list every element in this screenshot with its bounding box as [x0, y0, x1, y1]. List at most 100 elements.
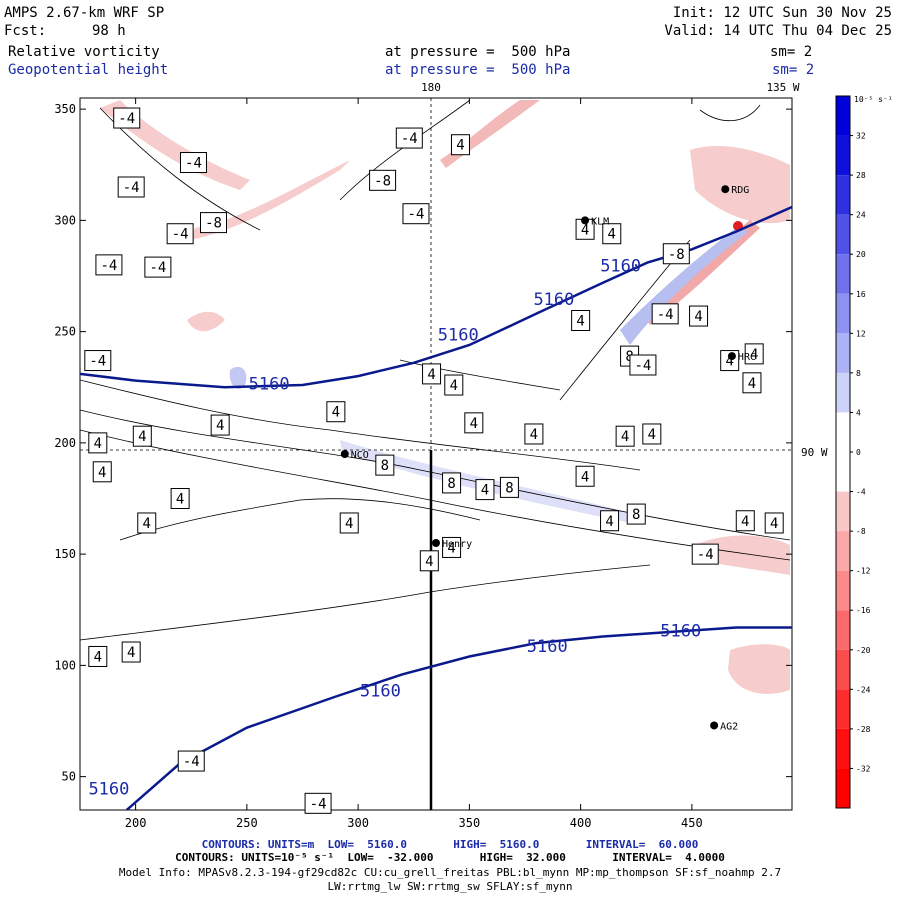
vorticity-label: -4: [144, 256, 172, 278]
vorticity-label-box: [84, 350, 112, 372]
vorticity-label-box: [210, 414, 230, 436]
shade-neg-ne: [690, 145, 790, 224]
vorticity-label: 4: [524, 423, 544, 445]
vorticity-label: -4: [95, 254, 123, 276]
vorticity-label-box: [499, 476, 519, 498]
vorticity-label-text: 4: [98, 465, 106, 481]
vorticity-label-box: [137, 512, 157, 534]
x-tick-label: 200: [125, 816, 147, 830]
vorticity-label-text: -4: [172, 227, 189, 243]
vorticity-label: 4: [132, 425, 152, 447]
vorticity-label-box: [177, 750, 205, 772]
pressure-height: at pressure = 500 hPa: [385, 62, 571, 78]
meridians: [80, 98, 792, 810]
vorticity-label-text: 4: [138, 429, 146, 445]
vorticity-label: -4: [84, 350, 112, 372]
colorbar-segment: [836, 728, 850, 769]
height-label: 5160: [438, 326, 479, 346]
vorticity-label: -4: [179, 152, 207, 174]
vorticity-label: 4: [419, 550, 439, 572]
colorbar-tick-label: 16: [856, 290, 866, 299]
y-tick-label: 250: [54, 325, 76, 339]
colorbar-segment: [836, 570, 850, 611]
vorticity-label: -4: [166, 223, 194, 245]
vorticity-label-text: -8: [374, 173, 391, 189]
vorticity-label: -4: [117, 176, 145, 198]
vorticity-label-text: -4: [310, 796, 327, 812]
vorticity-label-box: [742, 372, 762, 394]
y-tick-label: 150: [54, 547, 76, 561]
vorticity-label-box: [419, 550, 439, 572]
vorticity-label-box: [444, 374, 464, 396]
vorticity-label-text: 4: [750, 347, 758, 363]
smoothing-vorticity: sm= 2: [770, 44, 813, 60]
vorticity-label-text: 4: [456, 138, 464, 154]
vorticity-label-box: [691, 543, 719, 565]
x-tick-label: 350: [459, 816, 481, 830]
colorbar: 10⁻⁵ s⁻¹ 32 28 24 20 16 12 8 4 0 -4 -8 -12 -16 -20 -24 -…: [835, 95, 893, 809]
height-label: 5160: [533, 290, 574, 310]
vorticity-label-text: 4: [450, 378, 458, 394]
vorticity-label: 8: [626, 503, 646, 525]
meridian-label-90w: 90 W: [801, 446, 828, 459]
vorticity-label: 4: [571, 310, 591, 331]
height-labels: 5160 5160 5160 5160 5160 5160 5160 5160: [88, 257, 701, 800]
station-name: AG2: [720, 721, 738, 732]
colorbar-tick-label: 32: [856, 132, 866, 141]
colorbar-segment: [836, 610, 850, 650]
colorbar-tick-label: -16: [856, 606, 871, 615]
vorticity-label-box: [626, 503, 646, 525]
vorticity-label: 4: [92, 461, 112, 483]
init-time: Init: 12 UTC Sun 30 Nov 25: [672, 5, 892, 21]
vorticity-label-box: [88, 432, 108, 454]
smoothing-height: sm= 2: [772, 62, 815, 78]
y-tick-label: 100: [54, 658, 76, 672]
colorbar-tick-label: -8: [856, 527, 866, 536]
vorticity-label: 4: [170, 488, 190, 509]
vorticity-label-box: [170, 488, 190, 509]
vorticity-label-box: [475, 479, 495, 501]
vorticity-label-text: 4: [748, 376, 756, 392]
vorticity-label: 4: [615, 425, 635, 447]
vorticity-label-text: 4: [470, 416, 478, 432]
vorticity-label: -4: [304, 792, 332, 814]
vorticity-label-box: [575, 465, 595, 487]
shade-pos-dot: [229, 366, 247, 390]
vorticity-label-text: 8: [505, 480, 513, 496]
vorticity-label-text: -8: [668, 247, 685, 263]
vorticity-label-text: 4: [481, 483, 489, 499]
y-tick-label: 50: [62, 770, 76, 784]
vorticity-label-text: -4: [123, 180, 140, 196]
vorticity-label: 4: [475, 479, 495, 501]
vorticity-label-box: [339, 512, 359, 534]
vorticity-label-box: [450, 134, 470, 156]
forecast-hours: 98 h: [92, 23, 126, 39]
vorticity-label: 4: [88, 645, 108, 667]
forecast-label: Fcst:: [4, 23, 47, 39]
vorticity-label: -4: [629, 354, 657, 376]
vorticity-label-box: [144, 256, 172, 278]
vorticity-label: 4: [642, 423, 662, 445]
vorticity-label-text: -4: [185, 156, 202, 172]
vorticity-label-box: [179, 152, 207, 174]
vorticity-label: 8: [499, 476, 519, 498]
vorticity-label-text: 4: [425, 554, 433, 570]
vorticity-label-box: [402, 203, 430, 225]
field-height: Geopotential height: [8, 62, 169, 78]
vorticity-label-text: 4: [94, 436, 102, 452]
vorticity-label-text: 4: [345, 516, 353, 532]
vorticity-label-text: -4: [634, 358, 651, 374]
vorticity-label: -4: [395, 127, 423, 149]
station-marker: [581, 216, 590, 225]
vorticity-label: 4: [339, 512, 359, 534]
y-axis-ticks: 50 100 150 200 250 300 350: [54, 102, 792, 784]
colorbar-segment: [836, 491, 850, 532]
colorbar-segment: [836, 214, 850, 255]
vorticity-label-text: -4: [118, 111, 135, 127]
vorticity-label-text: -4: [401, 131, 418, 147]
vorticity-label-text: -4: [149, 260, 166, 276]
vorticity-label-box: [113, 107, 141, 129]
vorticity-label-box: [735, 510, 755, 532]
model-title: AMPS 2.67-km WRF SP: [4, 5, 165, 21]
colorbar-tick-label: 20: [856, 250, 866, 259]
